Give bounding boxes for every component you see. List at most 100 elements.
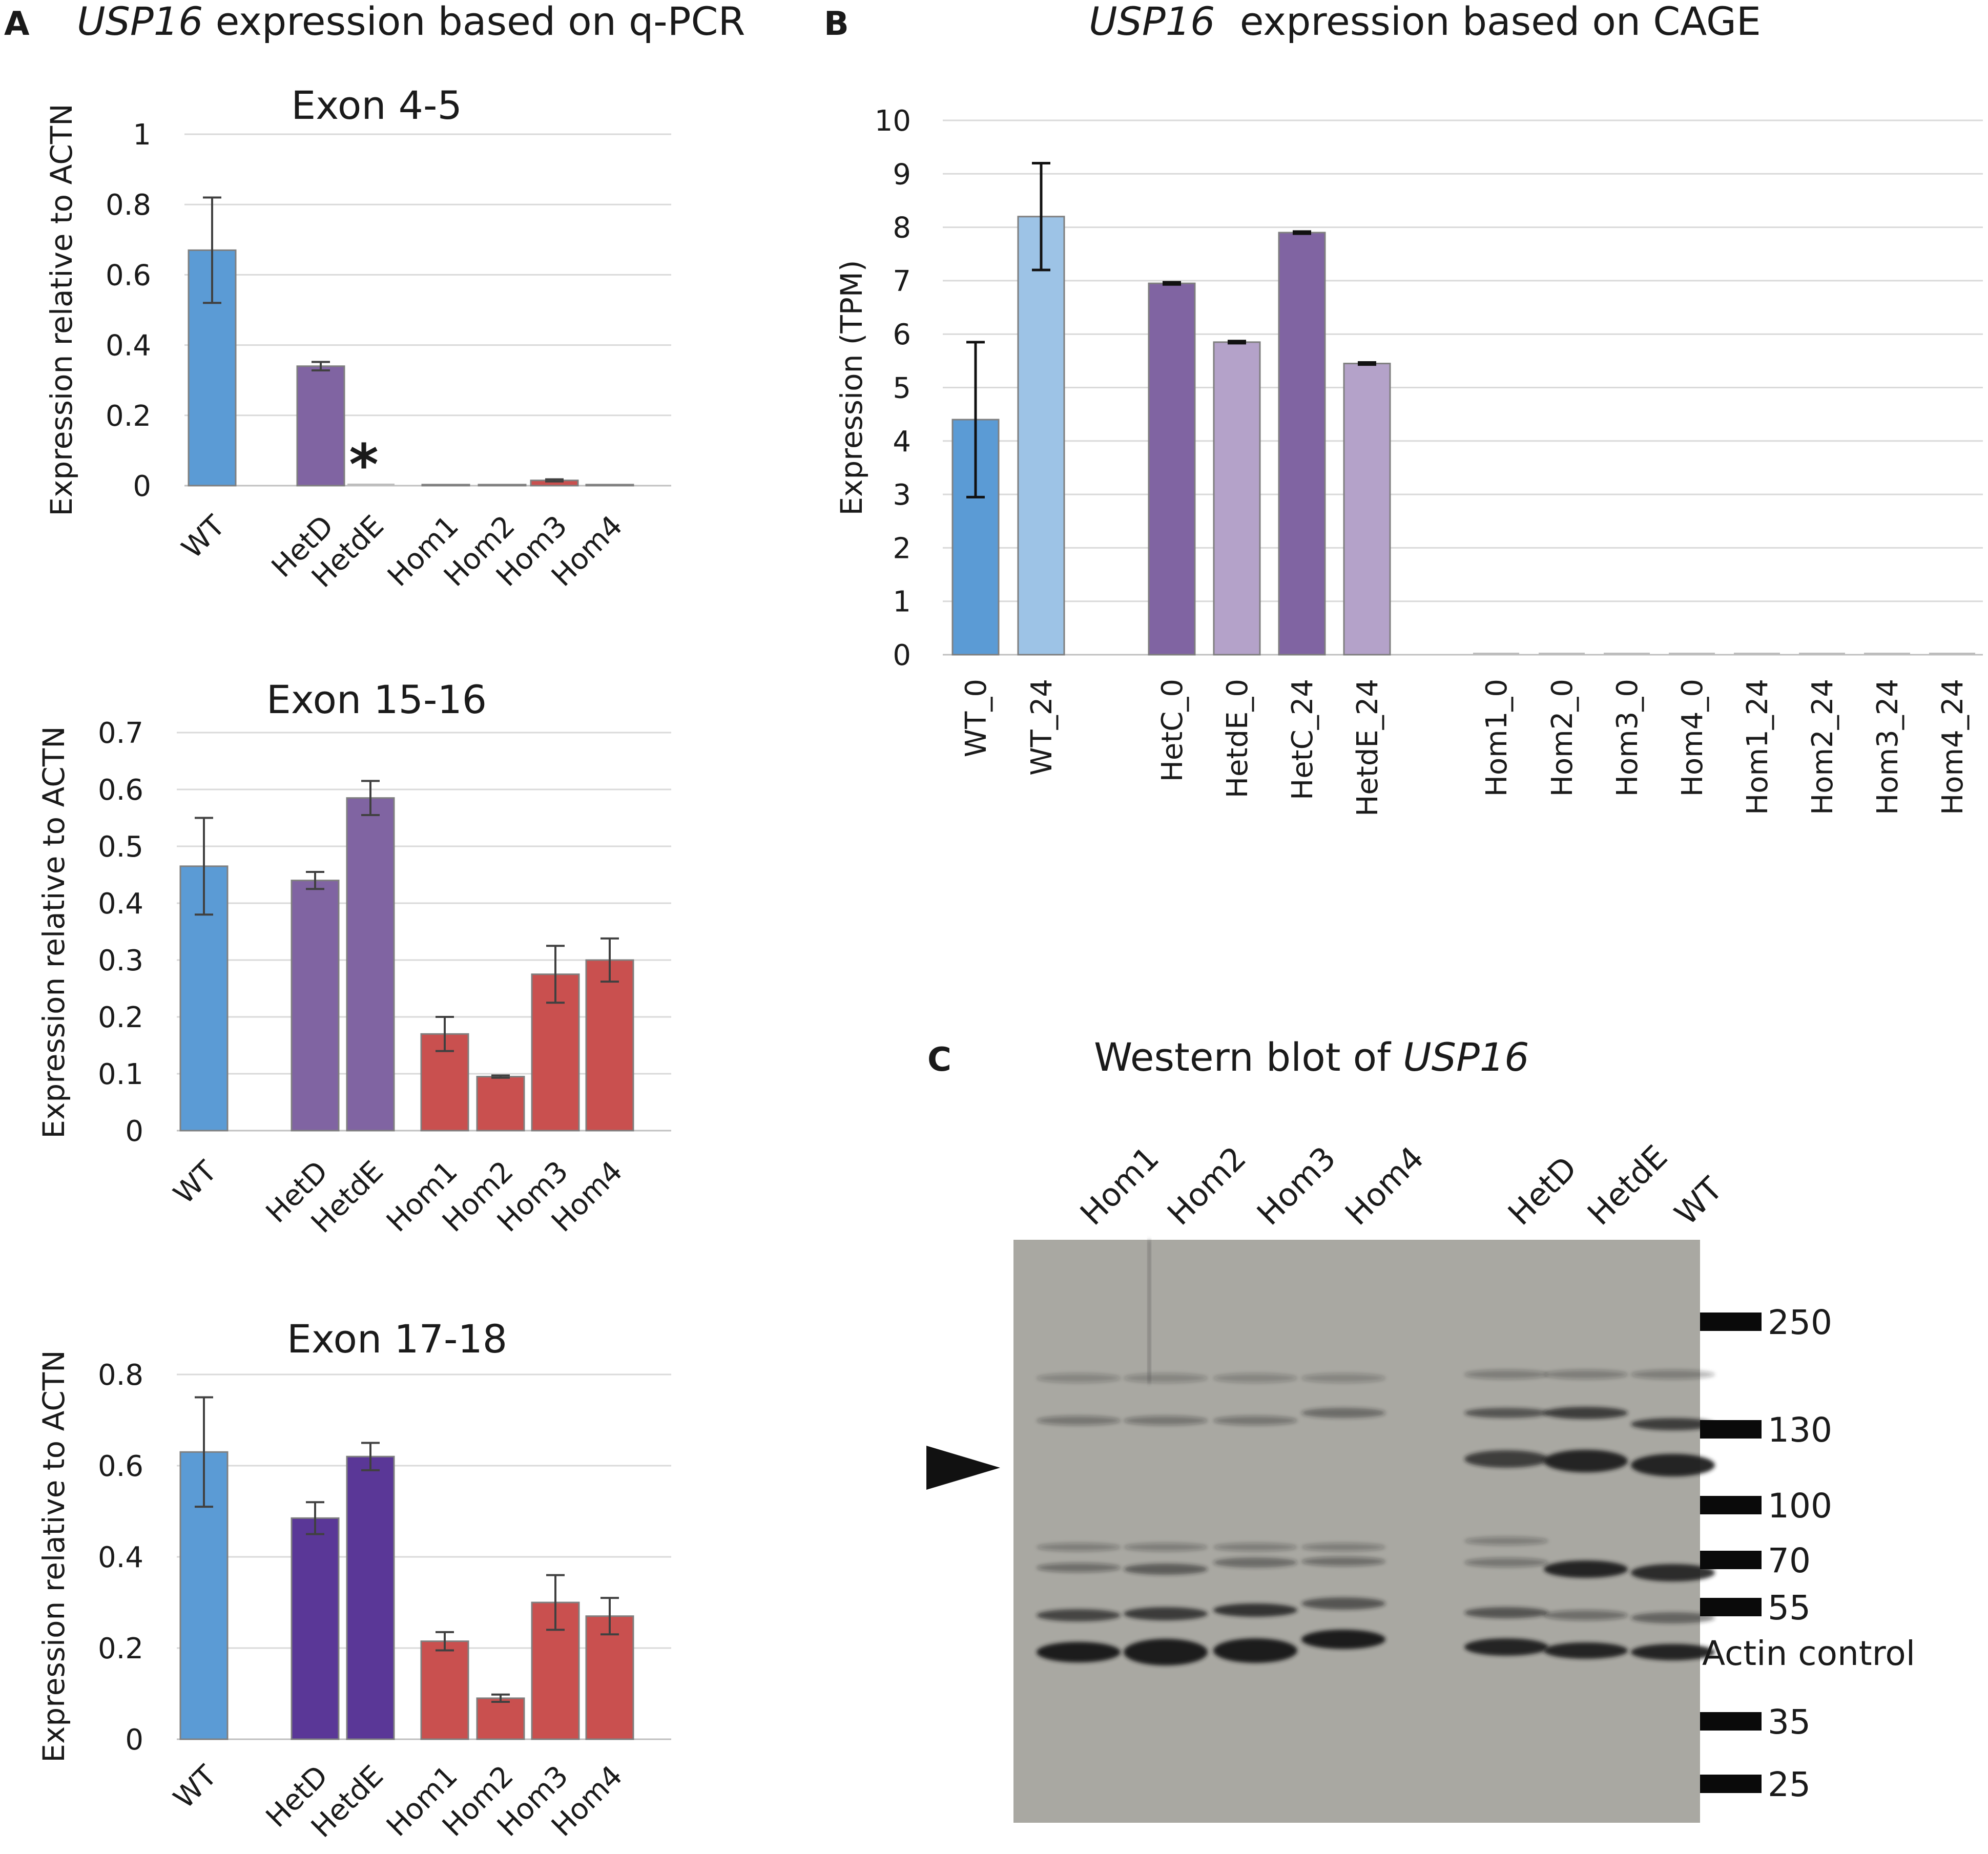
bar-hom2	[478, 484, 527, 487]
blot-band	[1037, 1609, 1121, 1621]
band-arrowhead-icon	[926, 1446, 1000, 1490]
panel-b-title-gene: USP16	[1089, 0, 1215, 44]
error-bar	[306, 1501, 324, 1535]
error-bar	[436, 1631, 454, 1652]
blot-band	[1124, 1564, 1208, 1575]
blot-band	[1631, 1454, 1715, 1476]
error-bar	[600, 937, 619, 983]
lane-label-hom3: Hom3	[1250, 1139, 1343, 1233]
y-tick-label: 0.6	[106, 259, 151, 292]
lane-label-wt: WT	[1667, 1170, 1730, 1233]
y-tick-label: 9	[893, 158, 911, 191]
error-bar	[1228, 340, 1246, 345]
blot-band	[1464, 1537, 1548, 1545]
bar-hom1	[421, 484, 470, 487]
x-tick-label: HetdE_24	[1351, 679, 1384, 817]
y-tick-label: 2	[893, 532, 911, 565]
size-marker-label: 130	[1768, 1410, 1832, 1450]
y-tick-label: 0	[893, 639, 911, 672]
blot-band	[1301, 1408, 1385, 1418]
blot-band	[1301, 1557, 1385, 1566]
bar-hetc_24	[1278, 232, 1326, 656]
blot-band	[1464, 1370, 1548, 1379]
size-marker-label: 100	[1768, 1486, 1832, 1526]
panel-a-title: USP16 expression based on q-PCR	[77, 0, 745, 44]
size-marker-label: 35	[1768, 1702, 1811, 1742]
blot-band	[1464, 1558, 1548, 1567]
error-bar	[491, 1074, 510, 1079]
error-bar	[546, 1574, 565, 1631]
blot-band	[1037, 1543, 1121, 1551]
bar-hom2	[476, 1697, 525, 1740]
lane-label-hetde: HetdE	[1580, 1138, 1674, 1232]
size-marker-bar	[1700, 1712, 1762, 1731]
error-bar	[361, 1442, 380, 1471]
lane-label-hetd: HetD	[1501, 1149, 1584, 1233]
blot-band	[1544, 1560, 1628, 1578]
error-bar	[1032, 161, 1050, 272]
panel-a-title-gene: USP16	[77, 0, 203, 44]
bar-hetde_24	[1343, 363, 1391, 656]
bar-hom4	[585, 484, 634, 487]
bar-hetc_0	[1148, 282, 1196, 656]
size-marker-bar	[1700, 1420, 1762, 1439]
bar-hetd	[291, 880, 340, 1132]
blot-band	[1213, 1603, 1297, 1617]
blot-streak	[1148, 1240, 1151, 1383]
y-tick-label: 0.3	[98, 944, 143, 977]
blot-band	[1124, 1416, 1208, 1425]
error-bar	[1358, 361, 1376, 366]
size-marker-label: 25	[1768, 1765, 1811, 1804]
x-tick-label: Hom4_24	[1936, 679, 1970, 815]
blot-band	[1213, 1638, 1297, 1663]
bar-hetde_0	[1213, 341, 1261, 656]
blot-band	[1464, 1607, 1548, 1618]
x-tick-label: Hom4_0	[1676, 679, 1709, 797]
error-bar	[306, 870, 324, 890]
bar-hom2	[476, 1076, 525, 1132]
x-tick-label: Hom3_0	[1611, 679, 1644, 797]
blot-band	[1544, 1407, 1628, 1419]
blot-band	[1213, 1543, 1297, 1551]
significance-star: *	[349, 432, 379, 497]
error-bar	[195, 817, 213, 916]
error-bar	[1293, 230, 1311, 235]
y-tick-label: 0.2	[106, 400, 151, 433]
chart-title: Exon 4-5	[291, 82, 462, 128]
blot-band	[1037, 1373, 1121, 1383]
x-tick-label: HetC_24	[1286, 679, 1319, 800]
y-tick-label: 0.7	[98, 717, 143, 750]
error-bar	[195, 1396, 213, 1508]
error-bar	[966, 341, 985, 498]
panel-b-letter: B	[824, 5, 849, 43]
y-tick-label: 5	[893, 372, 911, 405]
x-tick-label: Hom3_24	[1871, 679, 1904, 815]
lane-label-hom4: Hom4	[1338, 1139, 1431, 1233]
blot-band	[1544, 1610, 1628, 1620]
error-bar	[491, 1693, 510, 1703]
x-tick-label: WT	[168, 1759, 224, 1815]
x-tick-label: WT_24	[1025, 679, 1059, 776]
y-tick-label: 3	[893, 478, 911, 512]
blot-band	[1213, 1373, 1297, 1383]
x-tick-label: WT_0	[960, 679, 993, 757]
panel-c-title-gene: USP16	[1403, 1034, 1529, 1080]
x-tick-label: WT	[168, 1154, 224, 1211]
size-marker-bar	[1700, 1313, 1762, 1331]
chart-exon-17-18: 0 0.2 0.4 0.6 0.8 Exon 17-18 Expression relati…	[36, 1316, 671, 1844]
size-marker-bar	[1700, 1598, 1762, 1616]
error-bar	[600, 1597, 619, 1636]
bar-hetd	[291, 1517, 340, 1740]
y-axis-label: Expression relative to ACTN	[36, 726, 71, 1138]
blot-band	[1301, 1373, 1385, 1383]
x-tick-label: WT	[176, 509, 232, 565]
bar-hetde	[346, 797, 395, 1132]
blot-band	[1037, 1563, 1121, 1572]
blot-band	[1301, 1543, 1385, 1551]
panel-c-title-prefix: Western blot of	[1094, 1034, 1403, 1080]
y-tick-label: 0.6	[98, 774, 143, 807]
blot-band	[1631, 1644, 1715, 1660]
blot-band	[1631, 1418, 1715, 1430]
blot-band	[1037, 1642, 1121, 1662]
blot-band	[1301, 1630, 1385, 1649]
